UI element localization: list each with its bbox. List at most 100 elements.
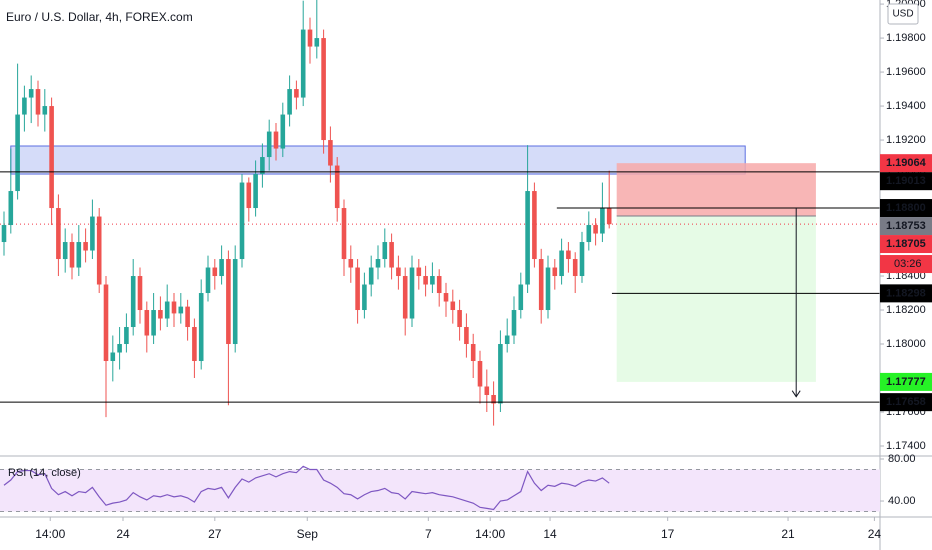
x-tick-label: 21 [781, 527, 795, 541]
candle-body [164, 301, 170, 319]
candle-body [266, 131, 272, 158]
candle-body [423, 276, 428, 285]
candle-body [117, 344, 122, 353]
candle-body [348, 259, 354, 268]
price-marker [880, 235, 932, 254]
candle-body [219, 259, 224, 277]
candle-body [144, 310, 150, 336]
candle-body [83, 242, 88, 251]
y-tick-label: 1.18000 [886, 338, 926, 350]
price-marker-label: 1.18705 [886, 238, 926, 250]
candle-body [8, 191, 14, 226]
candle-body [239, 182, 245, 260]
price-marker [880, 217, 932, 236]
candle-body [484, 386, 490, 396]
x-tick-label: Sep [297, 527, 319, 541]
candle-body [477, 361, 483, 387]
candle-body [586, 225, 592, 243]
candle-body [470, 344, 476, 362]
candle-body [334, 165, 340, 209]
candle-body [464, 327, 469, 345]
rsi-tick-label: 40.00 [888, 495, 916, 507]
candle-body [362, 284, 367, 311]
candle-body [49, 106, 54, 209]
candle-body [606, 208, 612, 225]
price-marker [880, 284, 932, 303]
candle-body [300, 29, 306, 98]
candle-body [382, 242, 388, 260]
candle-body [498, 344, 503, 404]
candle-body [545, 267, 551, 311]
candle-body [518, 284, 524, 311]
candle-body [253, 174, 258, 209]
arrow-head [791, 390, 801, 398]
candle-body [375, 259, 381, 268]
candle-body [294, 89, 299, 98]
candle-body [593, 225, 598, 234]
x-tick-label: 27 [208, 527, 222, 541]
candle-body [96, 216, 102, 285]
x-tick-label: 17 [661, 527, 675, 541]
price-marker-label: 1.19064 [886, 157, 927, 169]
price-marker [880, 199, 932, 218]
candle-body [389, 242, 394, 268]
candle-body [600, 208, 605, 234]
plot [0, 0, 880, 426]
countdown-box [880, 255, 932, 274]
candle-body [457, 310, 462, 328]
candle-body [287, 89, 292, 115]
rsi-line [3, 465, 610, 511]
candle-body [443, 293, 449, 302]
x-tick-label: 7 [425, 527, 432, 541]
price-marker [880, 172, 932, 191]
rsi-band [0, 469, 880, 512]
candle-body [341, 208, 347, 260]
candle-body [35, 89, 41, 115]
candle-body [321, 38, 326, 141]
candle-body [566, 250, 571, 260]
y-tick-label: 1.19600 [886, 66, 926, 78]
x-tick-label: 14:00 [475, 527, 505, 541]
candle-body [511, 310, 517, 336]
currency-box [887, 3, 919, 25]
x-tick-label: 14 [543, 527, 557, 541]
candle-body [15, 114, 20, 192]
candle-body [76, 242, 82, 268]
price-marker [880, 393, 932, 412]
x-tick-label: 24 [116, 527, 130, 541]
candle-body [314, 38, 320, 47]
y-tick-label: 1.19800 [886, 32, 926, 44]
x-tick-label: 14:00 [35, 527, 65, 541]
candle-body [525, 191, 530, 285]
candle-body [205, 267, 211, 294]
candle-body [232, 259, 238, 345]
candle-body [430, 276, 435, 285]
candle-body [280, 114, 286, 149]
candle-body [42, 106, 48, 115]
countdown: 03:26 [894, 258, 922, 270]
candle-body [402, 276, 408, 319]
price-marker-label: 1.18753 [886, 220, 926, 232]
candle-body [69, 242, 75, 268]
candle-body [307, 29, 313, 47]
candle-body [171, 301, 177, 314]
candle-body [355, 267, 360, 311]
candle-body [185, 306, 190, 328]
candle-body [491, 395, 496, 404]
candle-body [28, 89, 34, 98]
candle-body [416, 267, 422, 277]
candle-body [328, 140, 333, 166]
price-marker [880, 372, 932, 391]
candle-body [246, 182, 252, 209]
price-marker-label: 1.18298 [886, 287, 926, 299]
candle-body [90, 216, 95, 251]
candle-body [1, 225, 7, 243]
target-zone [616, 216, 816, 382]
candle-body [198, 293, 204, 362]
candle-body [396, 267, 401, 277]
price-marker-label: 1.18800 [886, 202, 926, 214]
candle-body [538, 259, 544, 311]
candle-body [532, 191, 537, 260]
candle-body [409, 267, 415, 319]
candle-body [552, 267, 558, 277]
